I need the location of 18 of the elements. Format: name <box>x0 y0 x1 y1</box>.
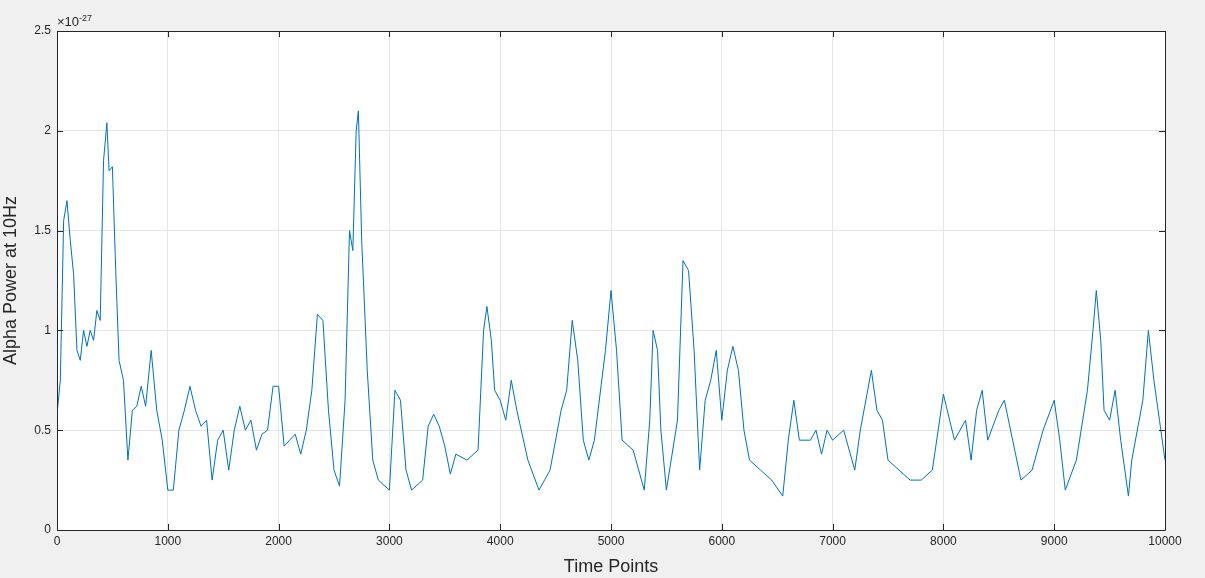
y-tick-label: 1 <box>44 322 52 337</box>
y-tick-label: 0.5 <box>34 422 52 437</box>
x-tick-label: 6000 <box>708 533 736 548</box>
y-tick-label: 2.5 <box>34 23 52 38</box>
y-tick-label: 0 <box>44 522 52 537</box>
x-tick-label: 3000 <box>376 533 404 548</box>
y-tick-label: 2 <box>44 123 52 138</box>
x-tick-label: 10000 <box>1148 533 1183 548</box>
x-tick-label: 9000 <box>1040 533 1068 548</box>
x-tick-label: 7000 <box>819 533 847 548</box>
x-tick-label: 4000 <box>486 533 514 548</box>
x-tick-label: 8000 <box>930 533 958 548</box>
x-tick-label: 2000 <box>265 533 293 548</box>
y-tick-label: 1.5 <box>34 222 52 237</box>
x-tick-label: 1000 <box>154 533 182 548</box>
x-tick-label: 5000 <box>597 533 625 548</box>
y-axis-title: Alpha Power at 10Hz <box>0 195 20 366</box>
x-axis-title: Time Points <box>563 556 659 577</box>
